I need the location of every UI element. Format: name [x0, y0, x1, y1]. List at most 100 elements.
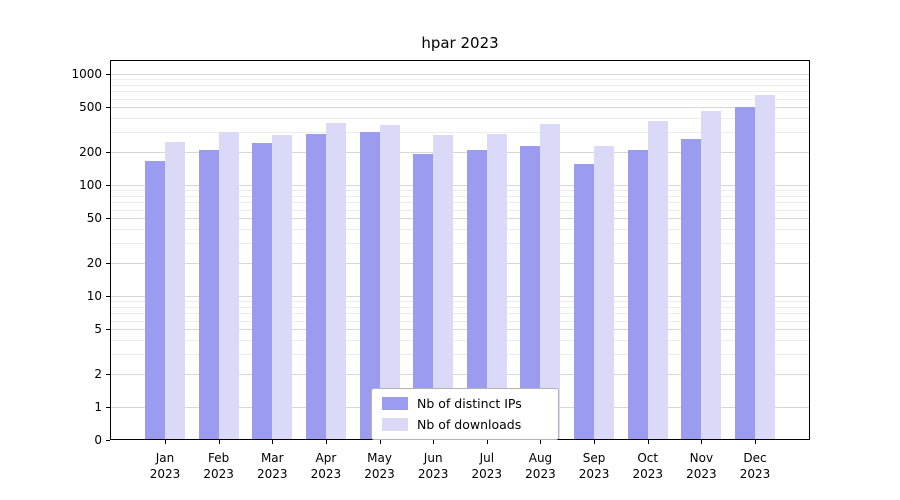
bar-downloads-oct — [647, 120, 668, 440]
bar-distinct-ips-oct — [627, 150, 648, 440]
major-gridline — [111, 107, 809, 109]
bar-distinct-ips-jun — [413, 154, 434, 440]
minor-gridline — [111, 79, 809, 81]
x-tick-jan — [165, 440, 166, 444]
bar-distinct-ips-jan — [145, 160, 165, 440]
x-tick-label-feb: Feb 2023 — [203, 451, 234, 481]
legend-swatch-distinct-ips — [382, 397, 408, 410]
y-tick-label-1000: 1000 — [71, 67, 102, 81]
x-tick-may — [379, 440, 381, 444]
minor-gridline — [111, 202, 809, 204]
x-tick-apr — [325, 440, 327, 444]
y-tick-1 — [106, 407, 110, 408]
legend-label-downloads: Nb of downloads — [417, 417, 522, 432]
y-tick-label-10: 10 — [86, 289, 102, 303]
y-tick-5 — [106, 329, 110, 331]
minor-gridline — [111, 91, 809, 93]
legend-item-downloads: Nb of downloads — [382, 417, 548, 432]
bar-downloads-mar — [272, 134, 293, 440]
major-gridline — [111, 296, 809, 297]
bar-distinct-ips-jul — [466, 150, 487, 440]
bar-downloads-dec — [755, 94, 775, 440]
x-tick-label-mar: Mar 2023 — [256, 451, 288, 481]
chart-title: hpar 2023 — [421, 34, 499, 52]
minor-gridline — [111, 209, 809, 211]
x-tick-label-sep: Sep 2023 — [578, 451, 610, 481]
y-tick-label-20: 20 — [86, 255, 102, 270]
x-tick-mar — [272, 440, 274, 444]
x-tick-dec — [755, 440, 756, 444]
bar-distinct-ips-mar — [252, 142, 273, 440]
x-tick-jun — [433, 440, 435, 444]
y-tick-label-500: 500 — [79, 100, 102, 115]
minor-gridline — [111, 98, 809, 100]
bar-distinct-ips-sep — [574, 163, 595, 440]
major-gridline — [111, 218, 809, 220]
y-tick-label-200: 200 — [79, 144, 102, 159]
y-tick-0 — [106, 440, 110, 441]
x-tick-label-jul: Jul 2023 — [471, 451, 503, 481]
minor-gridline — [111, 313, 809, 315]
bar-downloads-feb — [218, 132, 239, 440]
bar-downloads-may — [379, 124, 400, 440]
y-tick-20 — [106, 262, 110, 264]
legend: Nb of distinct IPs Nb of downloads — [371, 388, 559, 440]
x-tick-sep — [594, 440, 596, 444]
bar-downloads-nov — [701, 111, 722, 440]
bar-downloads-jul — [486, 133, 507, 440]
bar-downloads-aug — [540, 123, 561, 440]
y-tick-2 — [106, 373, 110, 375]
major-gridline — [111, 151, 809, 153]
x-tick-label-apr: Apr 2023 — [310, 451, 342, 481]
y-tick-500 — [106, 107, 110, 109]
bar-distinct-ips-apr — [305, 133, 326, 440]
x-tick-feb — [218, 440, 220, 444]
bar-distinct-ips-aug — [520, 145, 541, 440]
x-tick-label-oct: Oct 2023 — [632, 451, 663, 481]
minor-gridline — [111, 306, 809, 308]
legend-item-distinct-ips: Nb of distinct IPs — [382, 396, 548, 411]
y-tick-label-50: 50 — [86, 211, 102, 226]
y-tick-label-100: 100 — [79, 178, 102, 192]
minor-gridline — [111, 84, 809, 86]
x-tick-jul — [486, 440, 488, 444]
bar-downloads-jun — [433, 134, 454, 440]
x-tick-label-jan: Jan 2023 — [149, 451, 181, 481]
x-tick-label-aug: Aug 2023 — [525, 451, 556, 481]
x-tick-label-jun: Jun 2023 — [417, 451, 449, 481]
y-tick-label-1: 1 — [94, 400, 102, 414]
minor-gridline — [111, 190, 809, 192]
minor-gridline — [111, 301, 809, 303]
major-gridline — [111, 329, 809, 331]
minor-gridline — [111, 195, 809, 197]
major-gridline — [111, 262, 809, 264]
minor-gridline — [111, 340, 809, 342]
y-tick-200 — [106, 151, 110, 153]
bar-downloads-jan — [165, 141, 185, 440]
bar-distinct-ips-nov — [681, 138, 702, 440]
bar-distinct-ips-may — [359, 132, 380, 440]
legend-swatch-downloads — [382, 418, 408, 431]
minor-gridline — [111, 243, 809, 245]
bar-downloads-sep — [594, 145, 615, 440]
bar-distinct-ips-dec — [735, 107, 755, 440]
x-tick-label-nov: Nov 2023 — [686, 451, 717, 481]
y-tick-1000 — [106, 74, 110, 75]
x-tick-nov — [701, 440, 703, 444]
y-tick-100 — [106, 185, 110, 186]
x-tick-label-dec: Dec 2023 — [739, 451, 771, 481]
y-tick-10 — [106, 296, 110, 297]
y-tick-label-0: 0 — [94, 433, 102, 447]
major-gridline — [111, 373, 809, 375]
bar-distinct-ips-feb — [198, 150, 219, 440]
y-tick-50 — [106, 218, 110, 220]
x-tick-aug — [540, 440, 542, 444]
legend-label-distinct-ips: Nb of distinct IPs — [417, 396, 522, 411]
major-gridline — [111, 185, 809, 186]
x-tick-label-may: May 2023 — [364, 451, 395, 481]
y-tick-label-5: 5 — [94, 322, 102, 337]
minor-gridline — [111, 118, 809, 120]
minor-gridline — [111, 229, 809, 231]
minor-gridline — [111, 354, 809, 356]
